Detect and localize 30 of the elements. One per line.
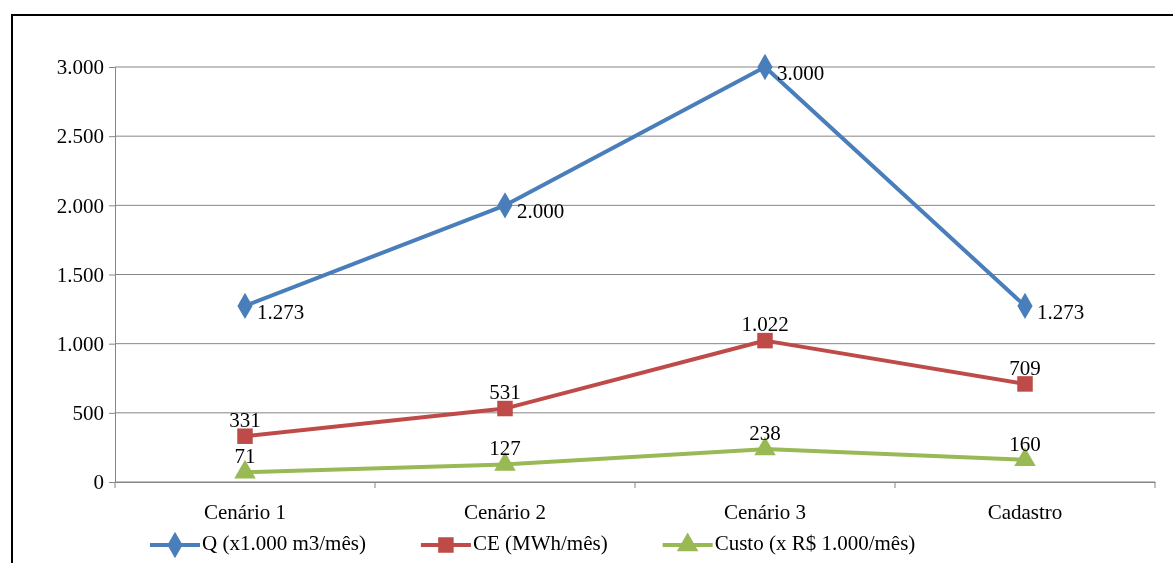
data-label: 1.273 [1037, 299, 1085, 324]
point [237, 428, 253, 444]
y-tick-label: 1.500 [56, 262, 104, 287]
data-label: 331 [229, 408, 261, 433]
data-label: 160 [1009, 431, 1041, 456]
point [1017, 376, 1033, 392]
y-tick-label: 2.000 [56, 193, 104, 218]
x-tick-label: Cenário 1 [203, 499, 287, 524]
x-tick-label: Cadastro [987, 499, 1063, 524]
x-tick-label: Cenário 3 [723, 499, 807, 524]
data-label: 2.000 [517, 199, 565, 224]
legend-label: Q (x1.000 m3/mês) [202, 530, 366, 555]
x-tick-label: Cenário 2 [463, 499, 547, 524]
point [497, 400, 513, 417]
legend-label: CE (MWh/mês) [472, 530, 608, 555]
data-label: 127 [489, 436, 521, 461]
data-label: 71 [234, 443, 256, 468]
data-label: 1.273 [257, 299, 305, 324]
data-label: 1.022 [741, 312, 789, 337]
y-tick-label: 2.500 [56, 124, 104, 149]
point [757, 332, 773, 349]
data-label: 709 [1009, 355, 1041, 380]
y-tick-label: 3.000 [56, 55, 104, 80]
data-label: 3.000 [777, 60, 825, 85]
y-tick-label: 500 [72, 401, 104, 426]
legend-label: Custo (x R$ 1.000/mês) [714, 530, 916, 555]
data-label: 531 [489, 380, 521, 405]
data-label: 238 [749, 420, 781, 445]
y-tick-label: 1.000 [56, 331, 104, 356]
y-tick-label: 0 [93, 470, 104, 495]
